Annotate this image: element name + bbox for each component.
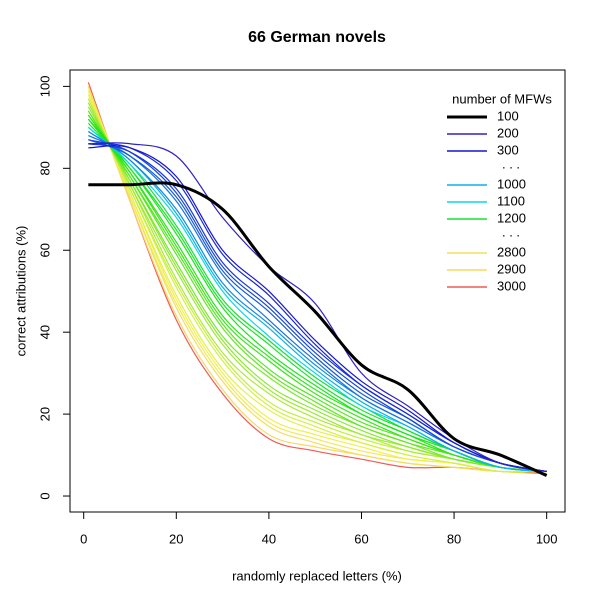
series-line <box>87 118 547 473</box>
legend-label: 2800 <box>497 244 526 259</box>
series-line <box>87 130 547 473</box>
series-line <box>88 139 547 473</box>
y-tick-label: 100 <box>37 76 52 98</box>
series-line <box>87 114 547 473</box>
series-line <box>87 114 547 473</box>
legend-label: 2900 <box>497 261 526 276</box>
legend-label: 1200 <box>497 210 526 225</box>
x-tick-label: 20 <box>169 531 183 546</box>
series-line <box>88 181 548 477</box>
x-tick-label: 100 <box>536 531 558 546</box>
y-axis-label: correct attributions (%) <box>13 226 28 357</box>
chart-title: 66 German novels <box>248 29 386 46</box>
legend-title: number of MFWs <box>452 91 552 106</box>
legend-label: 1000 <box>497 176 526 191</box>
series-line <box>87 106 547 473</box>
x-tick-label: 60 <box>354 531 368 546</box>
y-tick-label: 60 <box>37 243 52 257</box>
series-line <box>88 145 547 473</box>
series-line <box>87 98 547 473</box>
y-tick-label: 80 <box>37 161 52 175</box>
x-tick-label: 80 <box>447 531 461 546</box>
y-tick-label: 0 <box>37 492 52 499</box>
x-tick-label: 40 <box>262 531 276 546</box>
x-axis-label: randomly replaced letters (%) <box>232 568 402 583</box>
legend-label: 1100 <box>497 193 525 208</box>
legend-label: 200 <box>497 125 519 140</box>
series-line <box>88 142 547 473</box>
y-tick-label: 40 <box>37 325 52 339</box>
plot-frame <box>69 69 566 513</box>
legend-ellipsis: . . . <box>502 156 520 171</box>
legend-label: 100 <box>497 108 519 123</box>
series-line <box>87 110 547 473</box>
legend-label: 300 <box>497 142 519 157</box>
series-line <box>87 86 547 473</box>
legend-ellipsis: . . . <box>502 224 520 239</box>
y-tick-label: 20 <box>37 407 52 421</box>
x-tick-label: 0 <box>80 531 87 546</box>
legend-label: 3000 <box>497 278 526 293</box>
series-line <box>87 110 547 473</box>
series-line <box>87 86 547 473</box>
